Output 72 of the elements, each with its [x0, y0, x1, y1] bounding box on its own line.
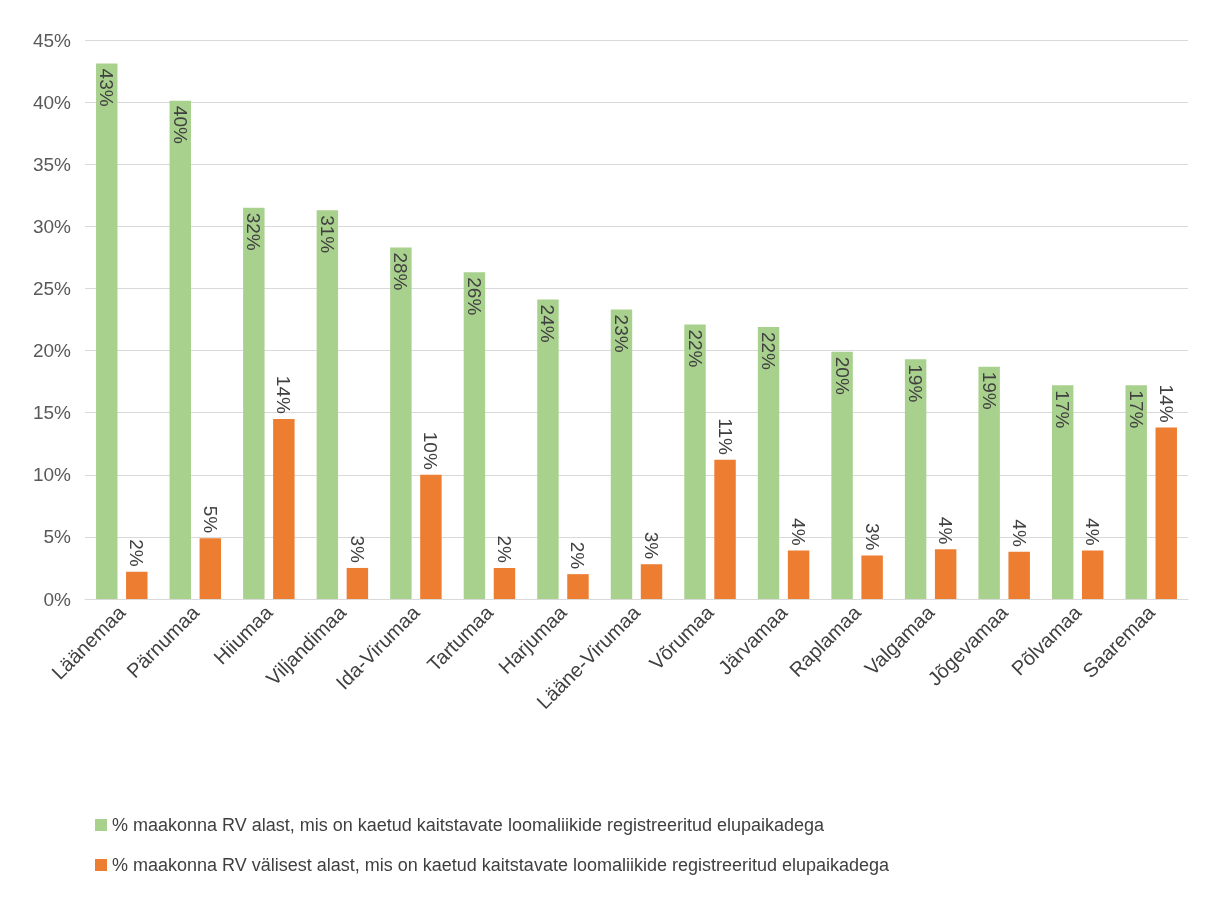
data-label: 28%: [390, 252, 412, 291]
bar: [537, 299, 559, 599]
bar: [787, 550, 810, 599]
data-label: 43%: [96, 68, 118, 107]
bar: [831, 351, 853, 599]
bar: [199, 538, 222, 599]
bar: [1155, 427, 1177, 599]
y-tick-label: 40%: [32, 91, 72, 113]
y-tick-label: 10%: [32, 464, 72, 486]
y-tick-label: 15%: [32, 402, 72, 424]
bar: [96, 63, 118, 599]
data-label: 20%: [831, 356, 853, 395]
bar: [904, 359, 927, 599]
data-label: 4%: [1082, 518, 1104, 546]
data-label: 31%: [316, 215, 338, 254]
y-tick-label: 20%: [32, 340, 72, 362]
data-label: 17%: [1052, 390, 1074, 429]
data-label: 3%: [641, 531, 663, 560]
bar: [640, 564, 663, 599]
bar: [169, 100, 192, 599]
bar: [1008, 551, 1030, 599]
y-tick-label: 35%: [32, 153, 72, 175]
data-label: 4%: [935, 516, 957, 545]
bar: [567, 574, 589, 599]
legend-label: % maakonna RV alast, mis on kaetud kaitstavate loomaliikide registreeritud elupaikadega: [112, 815, 826, 835]
data-label: 2%: [567, 541, 589, 570]
data-label: 4%: [788, 518, 810, 546]
bar: [316, 210, 339, 599]
bar: [757, 326, 780, 599]
data-label: 14%: [273, 375, 295, 414]
bar: [610, 309, 633, 599]
bar: [390, 247, 412, 599]
data-label: 32%: [243, 212, 265, 251]
y-tick-label: 5%: [43, 526, 72, 548]
data-label: 3%: [346, 535, 368, 564]
legend-label: % maakonna RV välisest alast, mis on kaetud kaitstavate loomaliikide registreeritud elupaikadega: [112, 855, 891, 875]
bar: [978, 366, 1000, 599]
bar: [346, 567, 369, 599]
data-label: 19%: [978, 371, 1000, 410]
bar: [463, 272, 486, 599]
bar: [243, 207, 265, 599]
y-tick-label: 45%: [32, 29, 72, 51]
bar: [1125, 385, 1147, 599]
y-tick-label: 25%: [32, 277, 72, 299]
data-label: 17%: [1125, 390, 1147, 429]
data-label: 10%: [420, 431, 442, 470]
data-label: 22%: [684, 329, 706, 368]
data-label: 2%: [126, 539, 148, 567]
bar: [273, 418, 295, 599]
bar: [714, 459, 736, 599]
bar: [1051, 385, 1074, 599]
bar: [934, 549, 957, 599]
bar: [420, 474, 442, 599]
data-label: 22%: [758, 331, 780, 371]
data-label: 14%: [1155, 384, 1177, 423]
bar: [126, 571, 148, 599]
bar: [493, 567, 516, 599]
data-label: 19%: [905, 364, 927, 403]
y-tick-label: 0%: [43, 588, 72, 610]
data-label: 5%: [199, 505, 221, 534]
y-tick-label: 30%: [32, 215, 72, 237]
data-label: 3%: [861, 523, 883, 551]
data-label: 2%: [493, 535, 515, 564]
data-label: 11%: [714, 418, 736, 455]
bar: [1081, 550, 1104, 599]
bar: [861, 555, 883, 599]
data-label: 26%: [463, 277, 485, 316]
data-label: 4%: [1008, 519, 1030, 547]
data-label: 23%: [610, 314, 632, 353]
bar: [684, 324, 706, 599]
data-label: 40%: [169, 105, 191, 144]
data-label: 24%: [537, 304, 559, 343]
